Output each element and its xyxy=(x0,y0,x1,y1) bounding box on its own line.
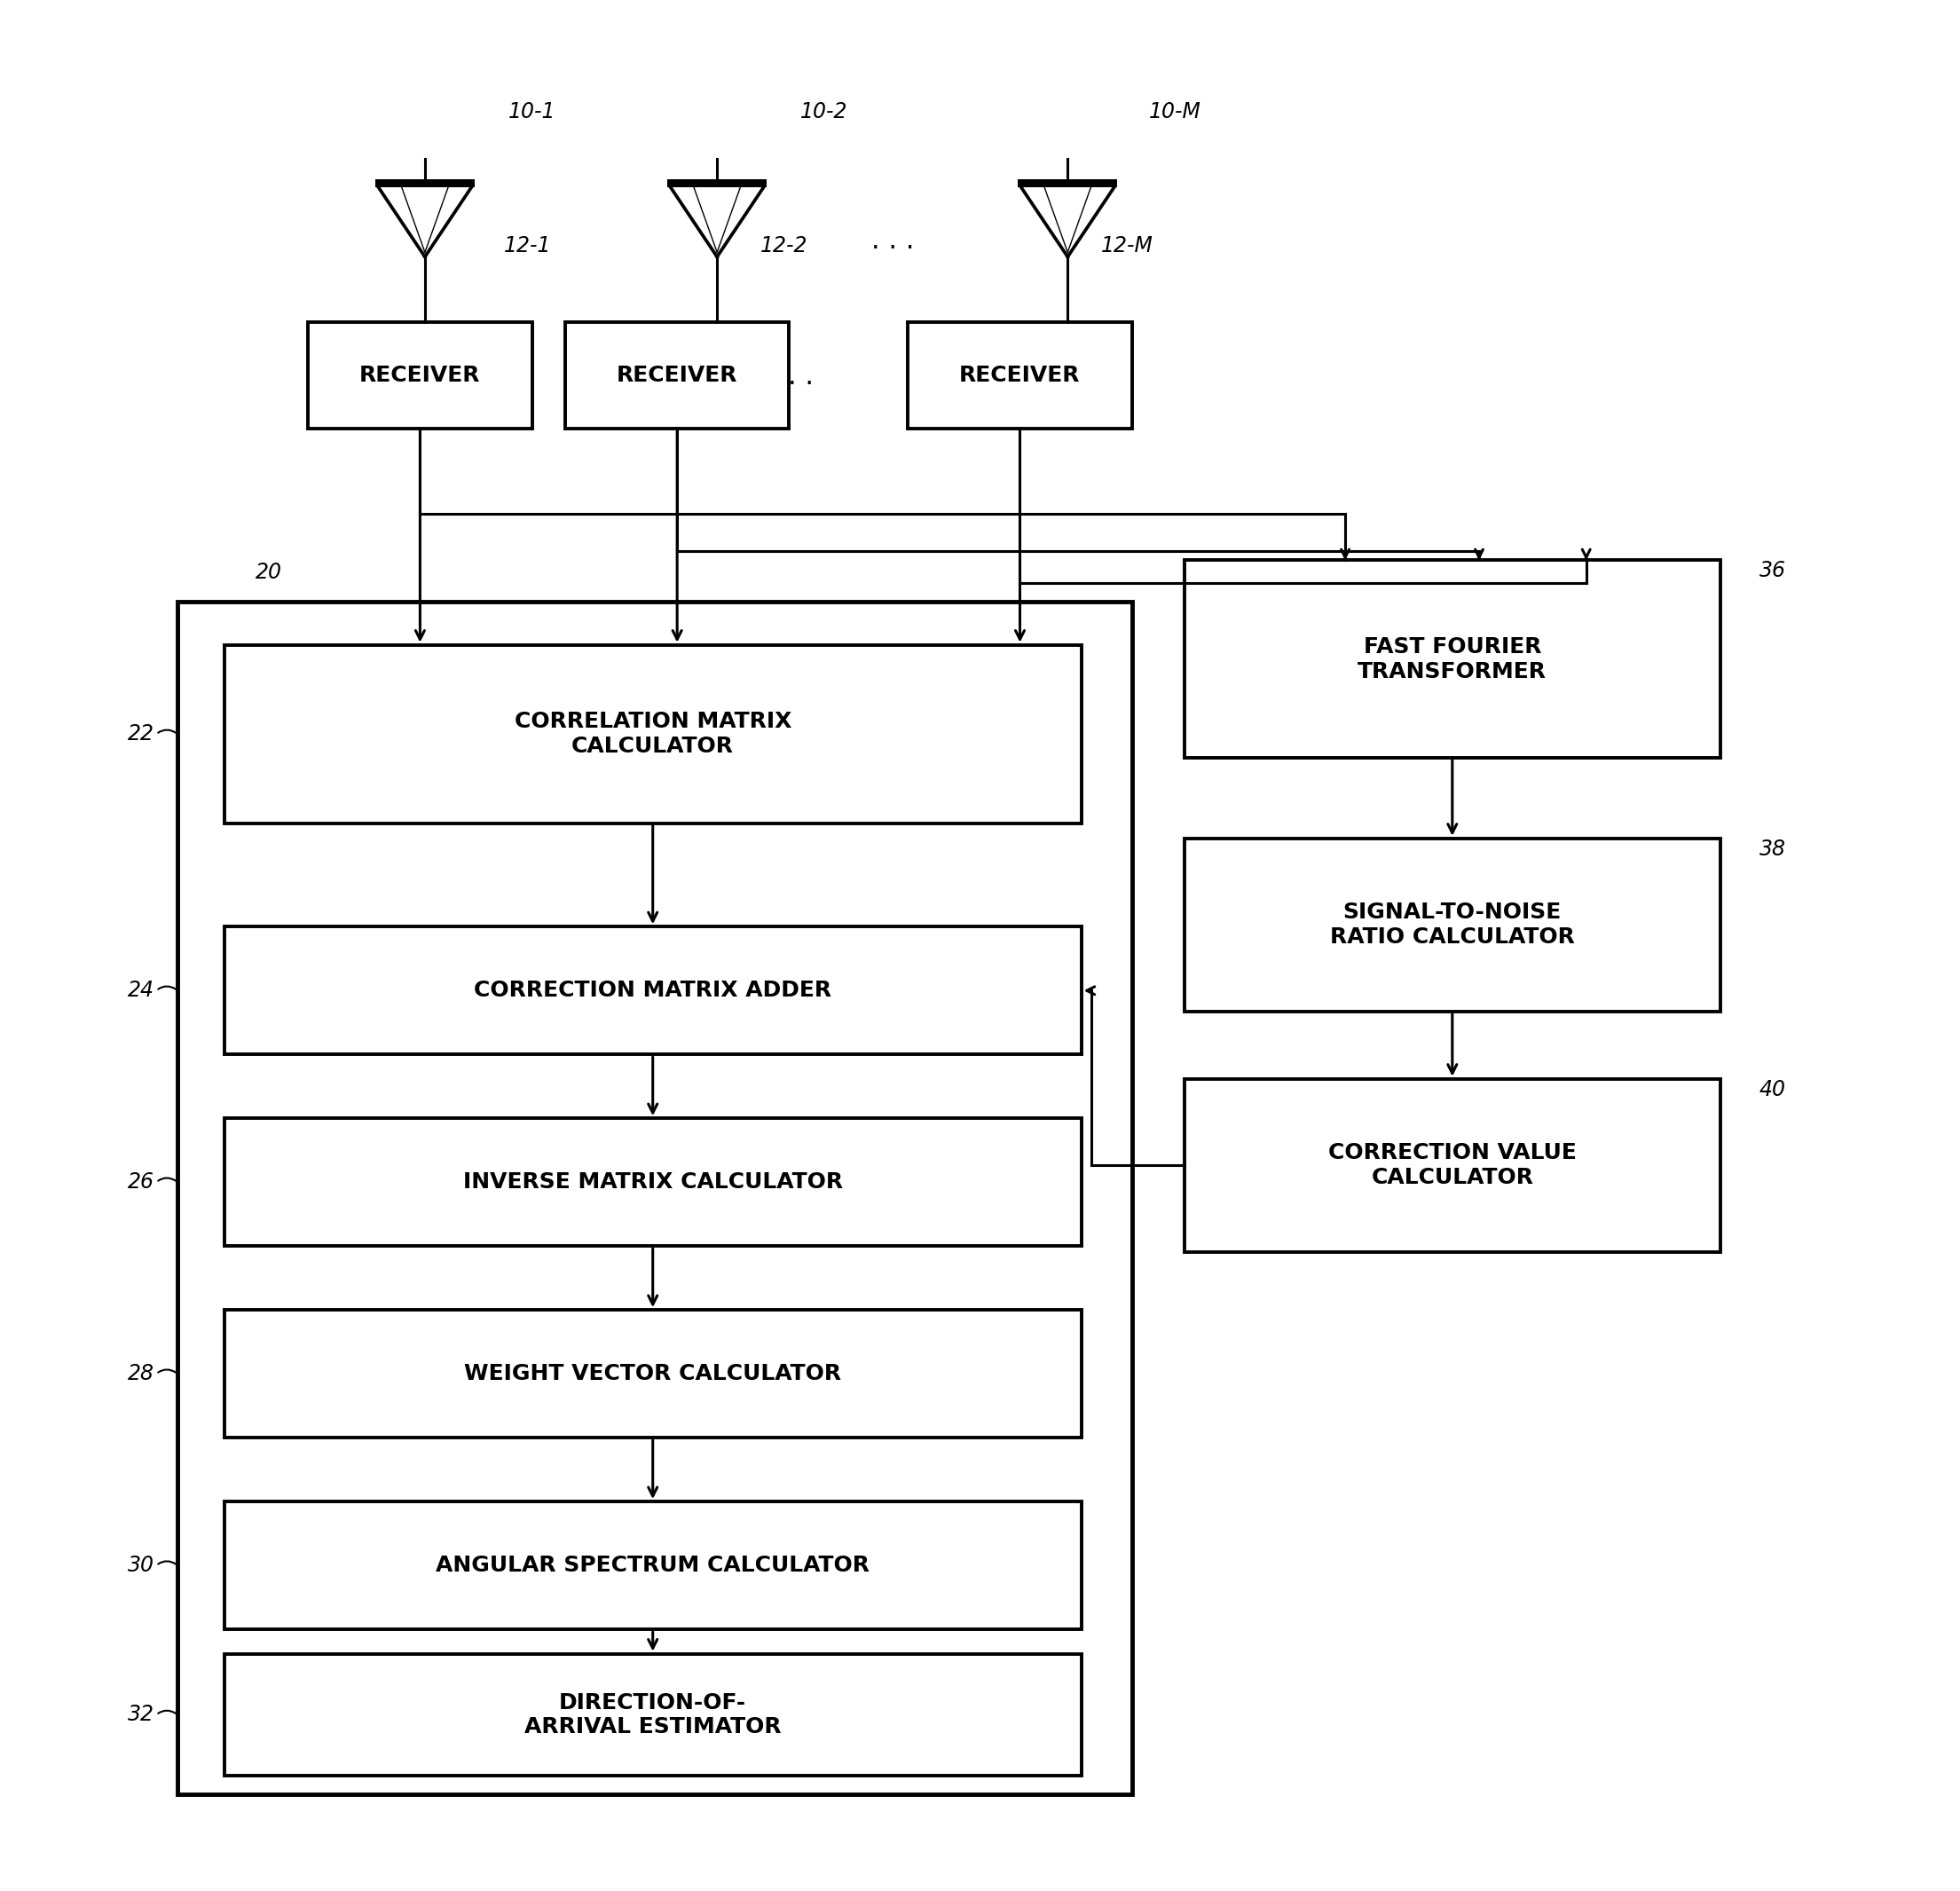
Bar xyxy=(1017,180,1117,187)
Text: 12-M: 12-M xyxy=(1102,234,1152,255)
Text: 40: 40 xyxy=(1758,1080,1786,1101)
Text: 24: 24 xyxy=(127,980,155,1000)
Bar xyxy=(668,180,766,187)
Text: DIRECTION-OF-
ARRIVAL ESTIMATOR: DIRECTION-OF- ARRIVAL ESTIMATOR xyxy=(525,1692,782,1738)
Bar xyxy=(1184,838,1721,1012)
Bar xyxy=(178,601,1133,1795)
Text: 30: 30 xyxy=(127,1554,155,1575)
Text: 12-2: 12-2 xyxy=(760,234,808,255)
Text: ANGULAR SPECTRUM CALCULATOR: ANGULAR SPECTRUM CALCULATOR xyxy=(435,1554,870,1575)
Bar xyxy=(223,1118,1082,1246)
Text: RECEIVER: RECEIVER xyxy=(958,365,1080,386)
Bar xyxy=(223,1655,1082,1776)
Bar xyxy=(1184,560,1721,758)
Bar xyxy=(223,927,1082,1055)
Polygon shape xyxy=(402,187,449,252)
Text: SIGNAL-TO-NOISE
RATIO CALCULATOR: SIGNAL-TO-NOISE RATIO CALCULATOR xyxy=(1331,902,1574,947)
Bar xyxy=(223,1501,1082,1630)
Text: CORRECTION VALUE
CALCULATOR: CORRECTION VALUE CALCULATOR xyxy=(1329,1142,1576,1188)
Text: RECEIVER: RECEIVER xyxy=(617,365,737,386)
Bar xyxy=(308,321,531,429)
Text: . . .: . . . xyxy=(870,229,913,253)
Bar xyxy=(374,180,474,187)
Polygon shape xyxy=(1045,187,1092,252)
Bar xyxy=(223,1310,1082,1437)
Text: INVERSE MATRIX CALCULATOR: INVERSE MATRIX CALCULATOR xyxy=(463,1172,843,1193)
Bar xyxy=(223,645,1082,823)
Text: 32: 32 xyxy=(127,1704,155,1725)
Text: 10-M: 10-M xyxy=(1149,102,1201,123)
Text: 22: 22 xyxy=(127,724,155,745)
Bar xyxy=(907,321,1133,429)
Text: 20: 20 xyxy=(255,562,282,582)
Text: 26: 26 xyxy=(127,1172,155,1193)
Text: . .: . . xyxy=(788,363,813,390)
Text: WEIGHT VECTOR CALCULATOR: WEIGHT VECTOR CALCULATOR xyxy=(465,1363,841,1384)
Text: RECEIVER: RECEIVER xyxy=(359,365,480,386)
Text: 38: 38 xyxy=(1758,838,1786,860)
Bar xyxy=(1184,1080,1721,1252)
Bar xyxy=(564,321,790,429)
Text: 10-2: 10-2 xyxy=(800,102,849,123)
Text: 10-1: 10-1 xyxy=(508,102,557,123)
Text: 12-1: 12-1 xyxy=(504,234,551,255)
Text: CORRECTION MATRIX ADDER: CORRECTION MATRIX ADDER xyxy=(474,980,831,1000)
Text: 28: 28 xyxy=(127,1363,155,1384)
Polygon shape xyxy=(694,187,741,252)
Text: CORRELATION MATRIX
CALCULATOR: CORRELATION MATRIX CALCULATOR xyxy=(514,711,792,756)
Text: 36: 36 xyxy=(1758,560,1786,582)
Text: FAST FOURIER
TRANSFORMER: FAST FOURIER TRANSFORMER xyxy=(1358,635,1546,683)
